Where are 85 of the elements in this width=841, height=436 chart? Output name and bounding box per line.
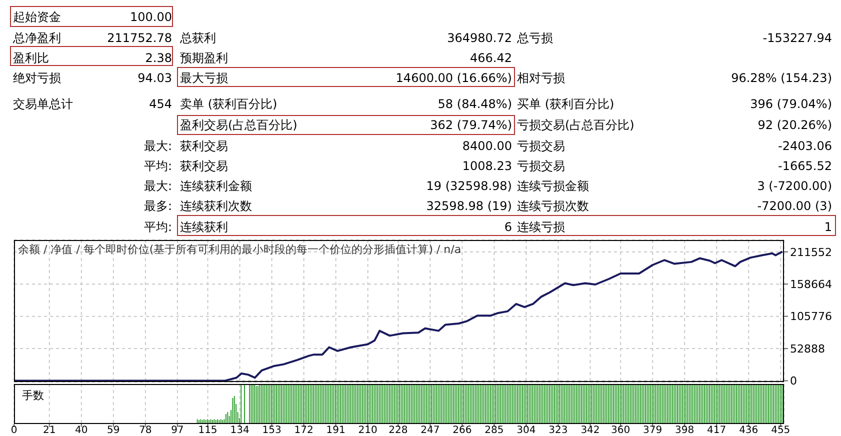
x-tick-label: 78 [139,425,152,436]
text: 总获利 [180,30,216,46]
text: -7200.00 (3) [757,198,832,214]
text: 3 (-7200.00) [757,178,832,194]
x-tick-label: 153 [262,425,282,436]
x-tick-label: 134 [230,425,250,436]
text: 买单 (获利百分比) [517,96,614,112]
text: 96.28% (154.23) [731,70,832,86]
x-tick-label: 247 [420,425,440,436]
x-tick-label: 436 [739,425,758,436]
text: 平均: [144,219,172,235]
text: 19 (32598.98) [426,178,512,194]
text: -2403.06 [778,138,832,154]
text: 396 (79.04%) [750,96,832,112]
x-tick-label: 21 [43,425,56,436]
x-tick-label: 323 [548,425,568,436]
x-tick-label: 59 [107,425,120,436]
text: 1008.23 [462,158,512,174]
text: 连续亏损金额 [517,178,589,194]
text: 58 (84.48%) [438,96,512,112]
x-tick-label: 360 [611,425,630,436]
text: 连续获利次数 [180,198,252,214]
text: 连续获利金额 [180,178,252,194]
text: 364980.72 [447,30,512,46]
y-tick-label: 158664 [790,278,832,291]
text: 亏损交易 [517,138,565,154]
text: 预期盈利 [180,50,228,66]
chart-title: 余额 / 净值 / 每个即时价位(基于所有可利用的最小时段的每一个价位的分形插值计算) / n/a [18,243,462,256]
text: 最大亏损 [180,70,228,86]
x-tick-label: 40 [75,425,88,436]
text: 94.03 [138,70,172,86]
x-tick-label: 417 [707,425,726,436]
text: 获利交易 [180,138,228,154]
x-tick-label: 172 [294,425,314,436]
x-tick-label: 0 [10,425,18,436]
x-tick-label: 455 [771,425,790,436]
text: 100.00 [130,9,172,25]
x-tick-label: 191 [326,425,346,436]
text: 手数 [22,388,44,403]
y-tick-label: 211552 [790,246,832,259]
text: 起始资金 [13,9,61,25]
text: 盈利比 [13,50,49,66]
text: 14600.00 (16.66%) [396,70,512,86]
text: -1665.52 [778,158,832,174]
text: 32598.98 (19) [426,198,512,214]
text: 平均: [144,158,172,174]
x-tick-label: 304 [516,425,536,436]
text: 连续获利 [180,219,228,235]
text: 交易单总计 [13,96,73,112]
y-tick-label: 52888 [790,342,825,356]
text: -153227.94 [762,30,832,46]
text: 最多: [144,198,172,214]
text: 1 [824,219,832,235]
text: 466.42 [470,50,512,66]
text: 最大: [144,178,172,194]
y-tick-label: 0 [790,374,797,388]
text: 总亏损 [517,30,553,46]
x-tick-label: 210 [358,425,378,436]
text: 绝对亏损 [13,70,61,86]
text: 362 (79.74%) [430,117,512,133]
text: 454 [149,96,172,112]
x-tick-label: 228 [388,425,408,436]
text: 6 [504,219,512,235]
text: 盈利交易(占总百分比) [180,117,298,133]
text: 8400.00 [462,138,512,154]
text: 亏损交易 [517,158,565,174]
x-tick-label: 115 [198,425,218,436]
text: 连续亏损 [517,219,565,235]
text: 卖单 (获利百分比) [180,96,278,112]
text: 亏损交易(占总百分比) [517,117,634,133]
x-tick-label: 379 [643,425,662,436]
text: 总净盈利 [13,30,61,46]
x-tick-label: 266 [452,425,472,436]
x-tick-label: 398 [675,425,694,436]
text: 最大: [144,138,172,154]
text: 211752.78 [107,30,172,46]
x-tick-label: 342 [580,425,600,436]
text: 2.38 [145,50,172,66]
y-tick-label: 105776 [790,310,832,324]
x-tick-label: 97 [171,425,184,436]
text: 获利交易 [180,158,228,174]
x-tick-label: 285 [484,425,504,436]
text: 相对亏损 [517,70,565,86]
text: 92 (20.26%) [758,117,832,133]
text: 连续亏损次数 [517,198,589,214]
